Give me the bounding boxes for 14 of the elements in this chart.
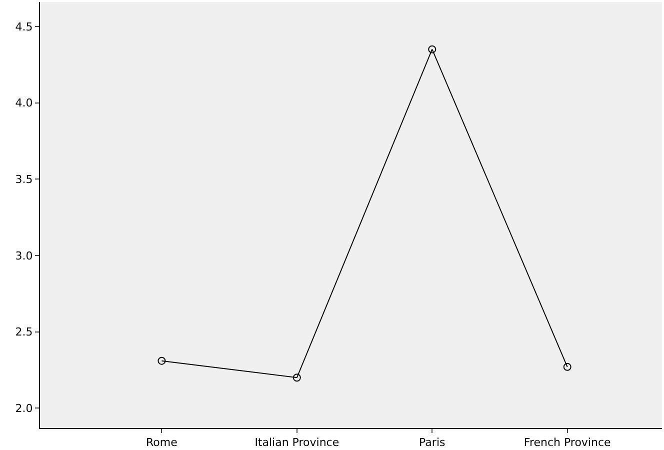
y-tick-label: 4.0 <box>15 96 33 110</box>
y-tick-label: 4.5 <box>15 20 33 34</box>
point <box>158 356 166 365</box>
x-tick-label: Paris <box>419 436 446 450</box>
y-tick-label: 3.0 <box>15 249 33 262</box>
point <box>428 45 436 54</box>
x-tick-label: French Province <box>524 436 612 450</box>
y-tick-label: 3.5 <box>15 172 33 186</box>
y-tick-label: 2.0 <box>15 402 33 415</box>
x-tick-label: Rome <box>146 436 178 450</box>
x-tick-label: Italian Province <box>254 436 340 450</box>
point <box>292 374 301 382</box>
y-tick-label: 2.5 <box>15 326 33 339</box>
point <box>563 362 572 371</box>
